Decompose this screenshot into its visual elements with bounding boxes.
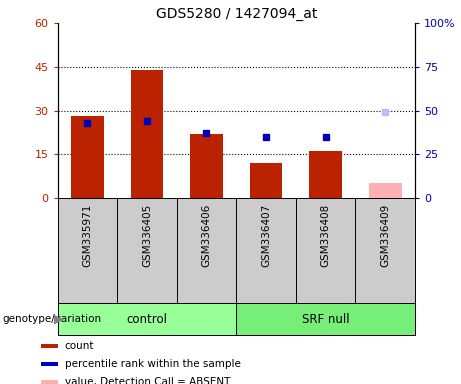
Text: GSM336407: GSM336407 (261, 203, 271, 266)
Text: SRF null: SRF null (302, 313, 349, 326)
Title: GDS5280 / 1427094_at: GDS5280 / 1427094_at (155, 7, 317, 21)
Bar (190, 134, 223, 198)
Bar (250, 163, 283, 198)
Text: genotype/variation: genotype/variation (2, 314, 101, 324)
Bar (130, 70, 163, 198)
Text: GSM335971: GSM335971 (83, 203, 92, 266)
Text: GSM336405: GSM336405 (142, 203, 152, 266)
Text: value, Detection Call = ABSENT: value, Detection Call = ABSENT (65, 377, 230, 384)
Bar (236, 303, 415, 335)
Bar (41, 344, 58, 348)
Text: GSM336408: GSM336408 (320, 203, 331, 266)
Text: percentile rank within the sample: percentile rank within the sample (65, 359, 241, 369)
Bar (309, 151, 342, 198)
Text: GSM336406: GSM336406 (201, 203, 212, 266)
Text: count: count (65, 341, 94, 351)
Text: control: control (126, 313, 167, 326)
Bar (58, 303, 236, 335)
Bar (369, 184, 402, 198)
Bar (41, 362, 58, 366)
Text: GSM336409: GSM336409 (380, 203, 390, 266)
Bar (71, 116, 104, 198)
Bar (41, 380, 58, 384)
Text: ▶: ▶ (54, 313, 64, 326)
